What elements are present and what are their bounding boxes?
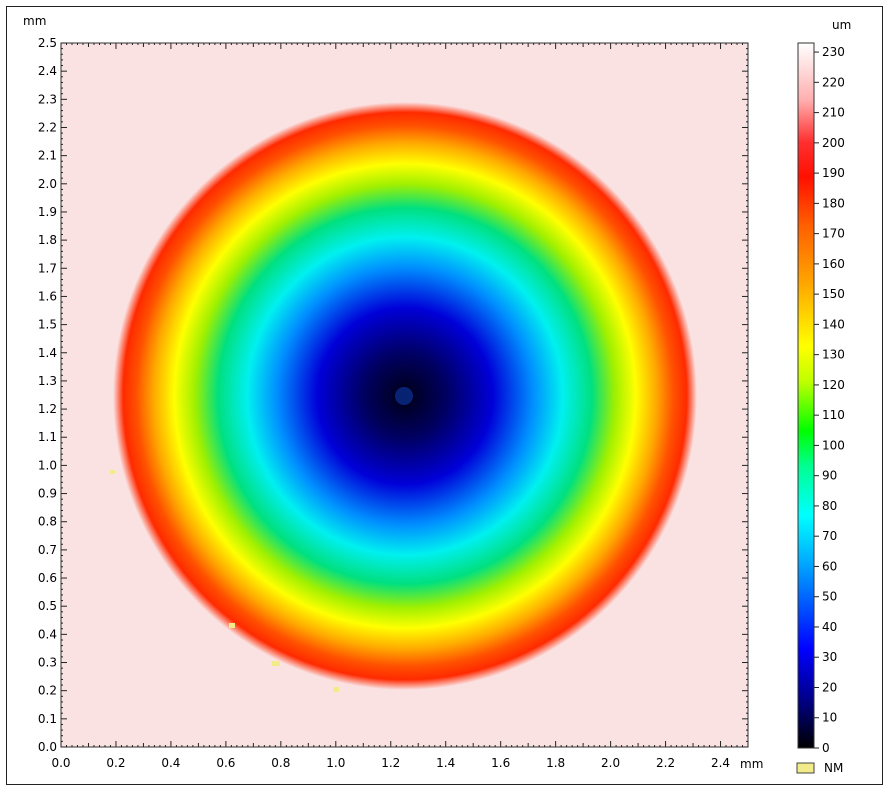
y-tick-label: 2.2 [38,120,57,134]
colorbar-tick-label: 50 [822,590,837,604]
colorbar-tick-label: 160 [822,257,845,271]
y-tick-label: 0.9 [38,487,57,501]
colorbar-tick-label: 170 [822,227,845,241]
colorbar-tick-label: 100 [822,438,845,452]
colorbar-tick-label: 60 [822,559,837,573]
y-tick-label: 2.0 [38,177,57,191]
colorbar-tick-label: 30 [822,650,837,664]
x-tick-label: 2.2 [656,756,675,770]
chart-frame: 0.0 0.2 0.4 0.6 0.8 1.0 1.2 1.4 1.6 1.8 2.0 2.2 2.4 … [6,6,883,785]
x-tick-label: 1.6 [491,756,510,770]
plot-border [60,42,749,748]
colorbar-tick-label: 70 [822,529,837,543]
y-tick-label: 1.0 [38,458,57,472]
y-tick-label: 2.1 [38,149,57,163]
y-tick-label: 0.3 [38,656,57,670]
colorbar-tick-label: 200 [822,136,845,150]
y-tick-label: 0.7 [38,543,57,557]
x-unit-label: mm [740,757,763,771]
colorbar-tick-label: 40 [822,620,837,634]
colorbar-tick-label: 230 [822,45,845,59]
colorbar-tick-label: 20 [822,680,837,694]
y-tick-label: 1.3 [38,374,57,388]
colorbar-tick-label: 190 [822,166,845,180]
y-tick-label: 0.6 [38,571,57,585]
colorbar-axis: 0 10 20 30 40 50 60 70 80 90 100 110 120 130 140 150 160… [814,45,845,755]
legend-label-nm: NM [824,761,843,775]
colorbar-tick-label: 220 [822,75,845,89]
x-tick-label: 1.2 [381,756,400,770]
heightmap-chart: 0.0 0.2 0.4 0.6 0.8 1.0 1.2 1.4 1.6 1.8 2.0 2.2 2.4 … [23,14,851,775]
y-axis: 0.0 0.1 0.2 0.3 0.4 0.5 0.6 0.7 0.8 0.9 1.0 1.1 1.2 1… [38,36,748,754]
nm-speck [110,470,115,474]
y-tick-label: 0.4 [38,627,57,641]
colorbar-tick-label: 80 [822,499,837,513]
x-tick-label: 0.0 [51,756,70,770]
y-tick-label: 1.7 [38,261,57,275]
x-tick-label: 1.8 [546,756,565,770]
y-tick-label: 1.8 [38,233,57,247]
y-tick-label: 2.4 [38,64,57,78]
y-unit-label: mm [23,14,46,28]
y-tick-label: 0.2 [38,684,57,698]
colorbar-tick-label: 140 [822,317,845,331]
y-tick-label: 1.9 [38,205,57,219]
y-tick-label: 1.6 [38,289,57,303]
y-tick-label: 1.5 [38,318,57,332]
x-tick-label: 0.8 [271,756,290,770]
y-tick-label: 0.0 [38,740,57,754]
colorbar-tick-label: 10 [822,711,837,725]
colorbar-tick-label: 0 [822,741,830,755]
x-tick-label: 1.0 [326,756,345,770]
y-tick-label: 1.2 [38,402,57,416]
colorbar-tick-label: 90 [822,469,837,483]
y-tick-label: 1.1 [38,430,57,444]
y-tick-label: 2.3 [38,92,57,106]
colorbar-unit-label: um [832,18,851,32]
x-tick-label: 2.0 [601,756,620,770]
crater-center-spot [395,387,413,405]
x-tick-label: 0.2 [106,756,125,770]
x-axis: 0.0 0.2 0.4 0.6 0.8 1.0 1.2 1.4 1.6 1.8 2.0 2.2 2.4 [51,43,749,770]
colorbar-tick-label: 110 [822,408,845,422]
legend-swatch-nm [796,762,815,774]
colorbar [797,42,815,749]
y-tick-label: 1.4 [38,346,57,360]
x-tick-label: 2.4 [711,756,730,770]
y-tick-label: 0.1 [38,712,57,726]
nm-speck [229,623,235,628]
nm-speck [272,661,280,666]
x-tick-label: 0.4 [161,756,180,770]
x-tick-label: 0.6 [216,756,235,770]
y-tick-label: 2.5 [38,36,57,50]
y-tick-label: 0.5 [38,599,57,613]
colorbar-tick-label: 130 [822,348,845,362]
colorbar-tick-label: 210 [822,106,845,120]
colorbar-tick-label: 120 [822,378,845,392]
colorbar-tick-label: 180 [822,196,845,210]
colorbar-tick-label: 150 [822,287,845,301]
x-tick-label: 1.4 [436,756,455,770]
y-tick-label: 0.8 [38,515,57,529]
nm-speck [333,687,339,692]
